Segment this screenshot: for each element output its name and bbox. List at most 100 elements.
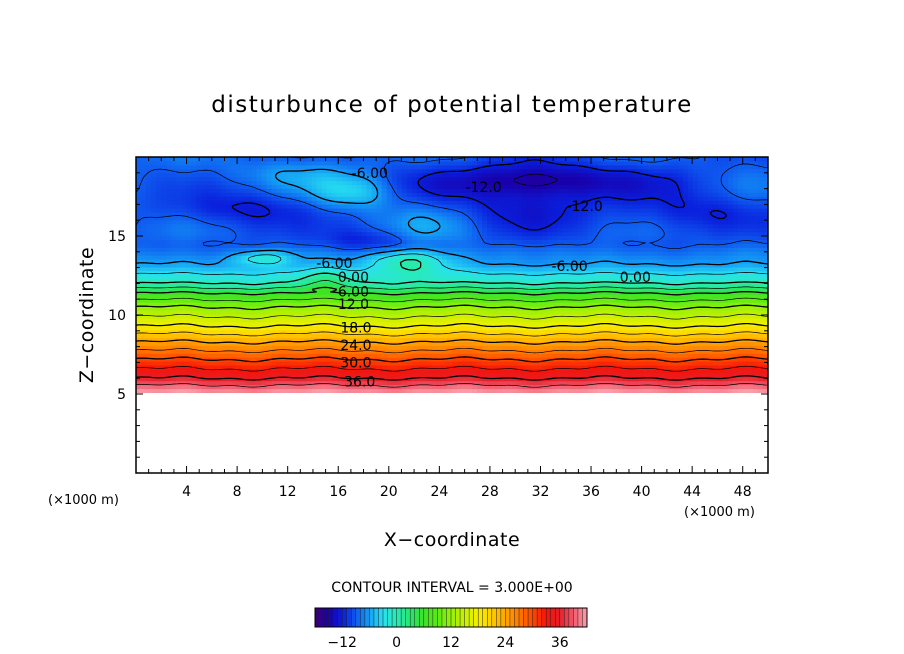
field-cell (396, 259, 403, 264)
field-cell (472, 337, 478, 343)
field-cell (462, 247, 468, 252)
field-cell (346, 251, 353, 256)
field-cell (346, 231, 353, 237)
field-cell (532, 372, 538, 378)
field-cell (331, 345, 338, 350)
field-cell (416, 384, 423, 390)
field-cell (291, 196, 298, 201)
field-cell (311, 270, 318, 276)
field-cell (346, 333, 353, 339)
field-cell (452, 188, 458, 193)
field-cell (351, 235, 358, 240)
field-cell (266, 164, 273, 170)
field-cell (477, 341, 483, 346)
field-cell (151, 364, 157, 370)
field-cell (547, 282, 553, 288)
field-cell (201, 270, 207, 276)
field-cell (276, 372, 283, 378)
field-cell (211, 219, 217, 225)
field-cell (331, 259, 338, 264)
field-cell (251, 298, 257, 303)
field-cell (457, 357, 463, 362)
field-cell (301, 325, 308, 331)
field-cell (271, 325, 278, 331)
field-cell (241, 176, 247, 182)
field-cell (326, 341, 333, 346)
field-cell (211, 251, 217, 256)
field-cell (537, 372, 543, 378)
field-cell (151, 235, 157, 240)
field-cell (552, 333, 558, 339)
field-cell (321, 211, 328, 217)
field-cell (441, 317, 448, 323)
field-cell (436, 368, 443, 374)
field-cell (286, 262, 293, 268)
field-cell (256, 192, 262, 197)
field-cell (497, 204, 503, 209)
field-cell (472, 188, 478, 193)
field-cell (436, 325, 443, 331)
field-cell (141, 310, 147, 315)
field-cell (231, 325, 237, 331)
field-cell (386, 337, 393, 343)
field-cell (171, 337, 177, 343)
field-cell (216, 208, 222, 213)
field-cell (331, 196, 338, 201)
field-cell (231, 176, 237, 182)
field-cell (376, 321, 383, 327)
field-cell (547, 180, 553, 186)
field-cell (411, 204, 418, 209)
field-cell (221, 227, 227, 233)
field-cell (431, 180, 438, 186)
field-cell (366, 215, 373, 221)
field-cell (356, 337, 363, 343)
field-cell (426, 325, 433, 331)
field-cell (181, 180, 187, 186)
field-cell (166, 184, 172, 189)
field-cell (191, 384, 197, 390)
field-cell (462, 196, 468, 201)
field-cell (156, 368, 162, 374)
field-cell (527, 247, 533, 252)
field-cell (542, 361, 548, 366)
field-cell (211, 384, 217, 390)
field-cell (391, 270, 398, 276)
field-cell (196, 380, 202, 386)
field-cell (381, 333, 388, 339)
field-cell (226, 239, 232, 244)
field-cell (291, 376, 298, 382)
field-cell (231, 196, 237, 201)
field-cell (276, 223, 283, 229)
field-cell (371, 337, 378, 343)
field-cell (507, 353, 513, 358)
field-cell (406, 333, 413, 339)
field-cell (446, 310, 453, 315)
field-cell (341, 384, 348, 390)
field-cell (276, 204, 283, 209)
field-cell (507, 337, 513, 343)
field-cell (261, 333, 268, 339)
field-cell (201, 164, 207, 170)
field-cell (311, 255, 318, 260)
field-cell (196, 235, 202, 240)
field-cell (316, 262, 323, 268)
field-cell (226, 302, 232, 307)
field-cell (467, 184, 473, 189)
field-cell (301, 211, 308, 217)
field-cell (371, 247, 378, 252)
field-cell (547, 310, 553, 315)
field-cell (467, 239, 473, 244)
field-cell (186, 357, 192, 362)
field-cell (527, 164, 533, 170)
field-cell (366, 302, 373, 307)
field-cell (146, 361, 152, 366)
field-cell (191, 200, 197, 205)
field-cell (191, 180, 197, 186)
field-cell (296, 274, 303, 280)
field-cell (356, 196, 363, 201)
field-cell (436, 262, 443, 268)
field-cell (291, 349, 298, 354)
field-cell (161, 196, 167, 201)
field-cell (477, 215, 483, 221)
field-cell (191, 313, 197, 319)
